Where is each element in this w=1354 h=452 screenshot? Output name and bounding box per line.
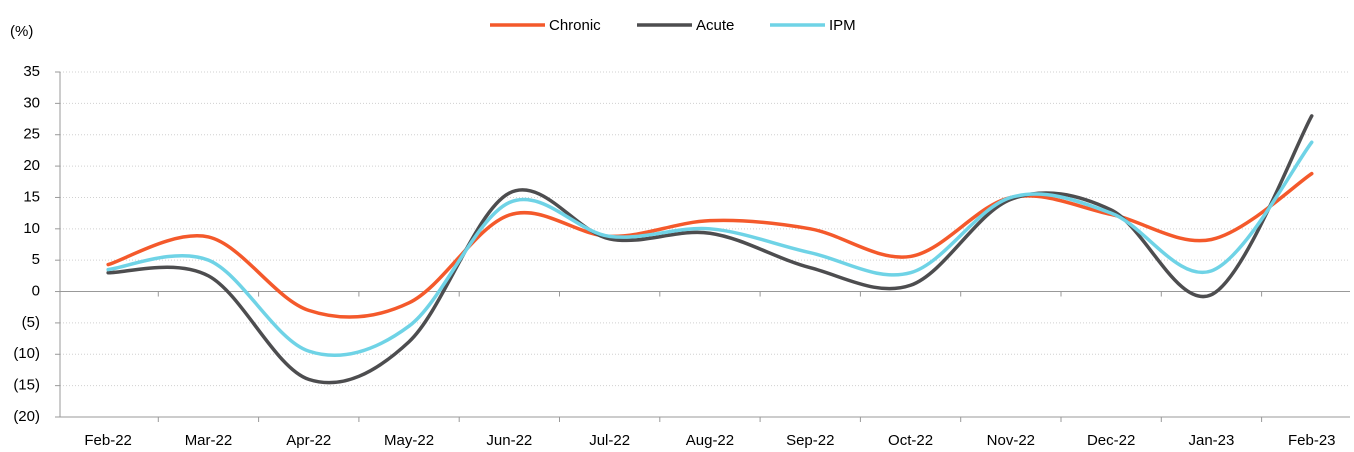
x-tick-label: Mar-22: [185, 432, 233, 449]
x-tick-label: Feb-23: [1288, 432, 1336, 449]
x-tick-label: Jan-23: [1189, 432, 1235, 449]
y-tick-label: 0: [32, 283, 40, 300]
x-tick-label: Dec-22: [1087, 432, 1135, 449]
y-tick-label: 10: [23, 220, 40, 237]
y-tick-label: (5): [22, 314, 40, 331]
series-line: [106, 171, 1314, 319]
y-tick-label: 15: [23, 188, 40, 205]
x-tick-label: Nov-22: [987, 432, 1035, 449]
legend-label: IPM: [829, 17, 856, 34]
y-tick-label: 25: [23, 126, 40, 143]
y-tick-label: 20: [23, 157, 40, 174]
y-tick-label: 35: [23, 63, 40, 80]
series-line: [106, 114, 1314, 385]
y-tick-label: (10): [13, 345, 40, 362]
series-line: [106, 140, 1314, 358]
y-tick-label: 5: [32, 251, 40, 268]
x-tick-label: Jul-22: [589, 432, 630, 449]
legend-label: Chronic: [549, 17, 601, 34]
y-tick-label: 30: [23, 94, 40, 111]
x-tick-label: May-22: [384, 432, 434, 449]
x-tick-label: Aug-22: [686, 432, 734, 449]
x-tick-label: Feb-22: [84, 432, 132, 449]
x-tick-label: Jun-22: [486, 432, 532, 449]
x-tick-label: Sep-22: [786, 432, 834, 449]
legend-label: Acute: [696, 17, 734, 34]
y-tick-label: (15): [13, 377, 40, 394]
x-tick-label: Apr-22: [286, 432, 331, 449]
x-tick-label: Oct-22: [888, 432, 933, 449]
y-tick-label: (20): [13, 408, 40, 425]
y-axis-label: (%): [10, 23, 33, 40]
